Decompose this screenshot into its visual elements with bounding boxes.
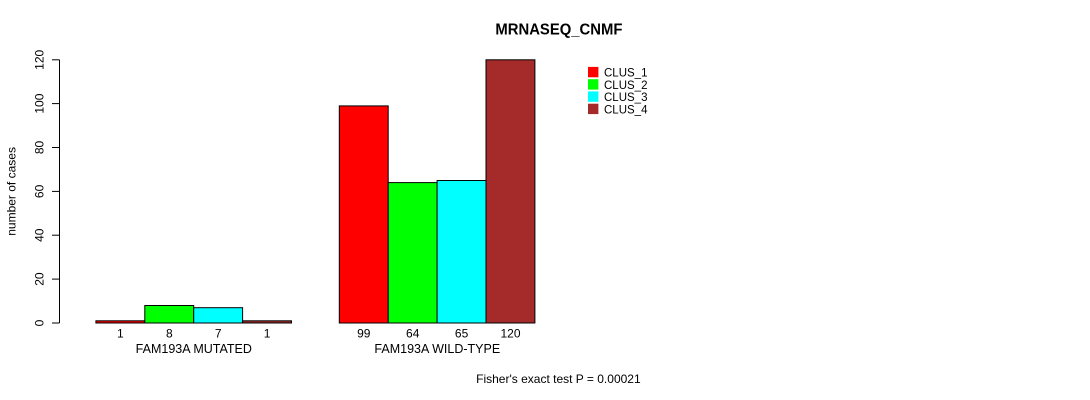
svg-text:1: 1 <box>264 326 271 340</box>
svg-text:1: 1 <box>117 326 124 340</box>
svg-text:CLUS_1: CLUS_1 <box>604 68 647 80</box>
svg-text:120: 120 <box>500 326 520 340</box>
svg-text:CLUS_3: CLUS_3 <box>604 92 647 104</box>
svg-text:80: 80 <box>33 141 47 155</box>
svg-text:60: 60 <box>33 184 47 198</box>
svg-text:7: 7 <box>215 326 222 340</box>
svg-text:65: 65 <box>455 326 469 340</box>
svg-text:number of cases: number of cases <box>5 147 19 236</box>
svg-text:40: 40 <box>33 228 47 242</box>
svg-text:120: 120 <box>33 49 47 69</box>
svg-text:64: 64 <box>406 326 420 340</box>
svg-text:FAM193A MUTATED: FAM193A MUTATED <box>136 342 252 356</box>
svg-text:Fisher's exact test P = 0.0002: Fisher's exact test P = 0.00021 <box>476 372 641 386</box>
svg-text:20: 20 <box>33 272 47 286</box>
svg-text:99: 99 <box>357 326 371 340</box>
svg-text:8: 8 <box>166 326 173 340</box>
svg-text:CLUS_2: CLUS_2 <box>604 80 647 92</box>
svg-text:0: 0 <box>33 319 47 326</box>
svg-text:FAM193A WILD-TYPE: FAM193A WILD-TYPE <box>374 342 500 356</box>
svg-text:100: 100 <box>33 93 47 113</box>
svg-text:CLUS_4: CLUS_4 <box>604 105 648 117</box>
svg-text:MRNASEQ_CNMF: MRNASEQ_CNMF <box>495 22 622 39</box>
